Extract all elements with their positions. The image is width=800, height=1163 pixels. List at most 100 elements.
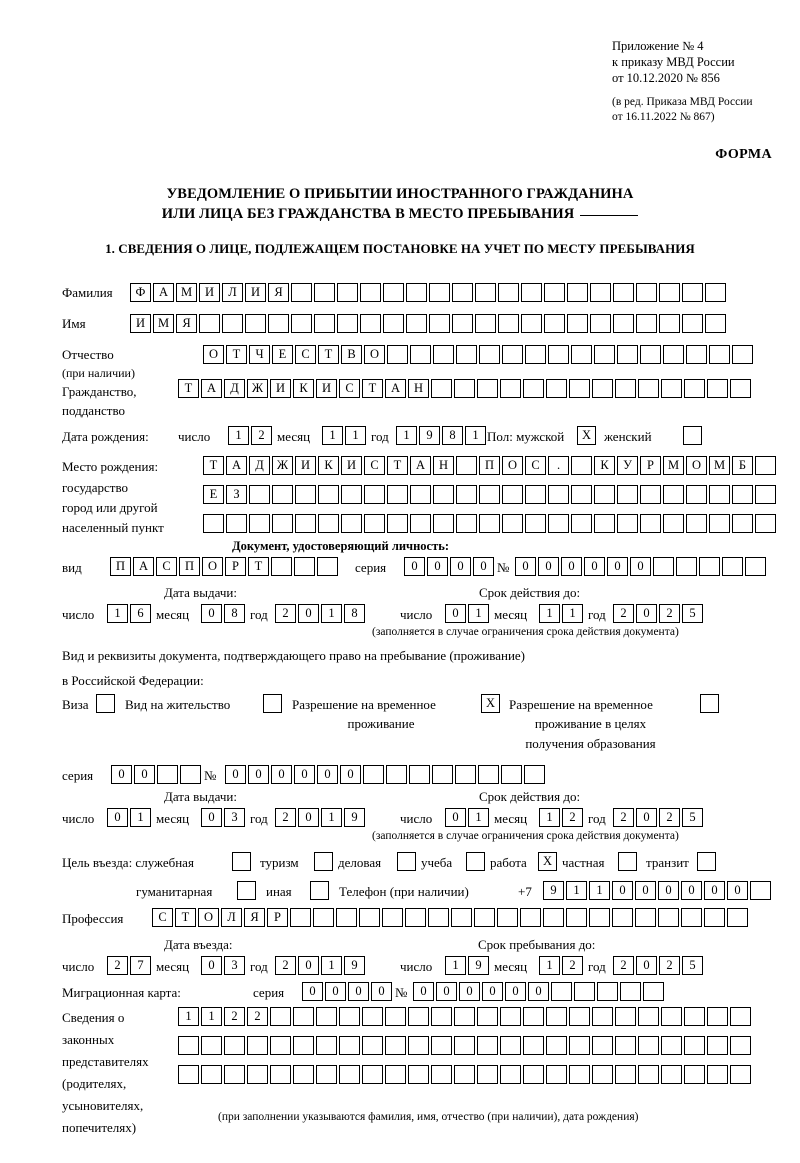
char-cell[interactable]: 0 <box>630 557 651 576</box>
char-cell[interactable] <box>636 314 657 333</box>
char-cell[interactable] <box>686 514 707 533</box>
char-cell[interactable] <box>755 514 776 533</box>
char-cell[interactable] <box>707 1007 728 1026</box>
char-cell[interactable] <box>341 514 362 533</box>
char-cell[interactable]: М <box>709 456 730 475</box>
char-cell[interactable] <box>567 283 588 302</box>
char-cell[interactable] <box>387 485 408 504</box>
char-cell[interactable] <box>548 514 569 533</box>
char-cell[interactable]: 2 <box>562 808 583 827</box>
char-cell[interactable] <box>705 283 726 302</box>
char-cell[interactable] <box>705 314 726 333</box>
char-cell[interactable] <box>432 765 453 784</box>
char-cell[interactable] <box>454 1007 475 1026</box>
char-cell[interactable]: 2 <box>613 604 634 623</box>
char-cell[interactable]: С <box>525 456 546 475</box>
char-cell[interactable] <box>456 456 477 475</box>
char-cell[interactable] <box>594 485 615 504</box>
char-cell[interactable] <box>638 1036 659 1055</box>
char-cell[interactable] <box>452 283 473 302</box>
char-cell[interactable] <box>498 283 519 302</box>
char-cell[interactable]: 1 <box>539 604 560 623</box>
char-cell[interactable]: А <box>201 379 222 398</box>
char-cell[interactable]: 0 <box>436 982 457 1001</box>
char-cell[interactable] <box>362 1036 383 1055</box>
char-cell[interactable] <box>180 765 201 784</box>
char-cell[interactable] <box>592 1007 613 1026</box>
char-cell[interactable]: А <box>410 456 431 475</box>
char-cell[interactable]: 1 <box>468 604 489 623</box>
birthplace-row-3[interactable] <box>203 514 778 533</box>
char-cell[interactable]: С <box>156 557 177 576</box>
char-cell[interactable]: Ж <box>272 456 293 475</box>
char-cell[interactable]: 0 <box>225 765 246 784</box>
char-cell[interactable]: О <box>198 908 219 927</box>
char-cell[interactable] <box>245 314 266 333</box>
char-cell[interactable] <box>548 345 569 364</box>
char-cell[interactable]: Р <box>267 908 288 927</box>
char-cell[interactable]: 2 <box>659 808 680 827</box>
char-cell[interactable] <box>613 314 634 333</box>
char-cell[interactable] <box>363 765 384 784</box>
char-cell[interactable] <box>663 345 684 364</box>
purpose-tourism-checkbox[interactable] <box>314 852 333 871</box>
char-cell[interactable] <box>661 1065 682 1084</box>
char-cell[interactable]: 0 <box>298 956 319 975</box>
char-cell[interactable] <box>385 1065 406 1084</box>
char-cell[interactable]: 0 <box>427 557 448 576</box>
char-cell[interactable] <box>612 908 633 927</box>
char-cell[interactable] <box>428 908 449 927</box>
char-cell[interactable] <box>385 1036 406 1055</box>
char-cell[interactable]: 0 <box>635 881 656 900</box>
char-cell[interactable]: 1 <box>589 881 610 900</box>
char-cell[interactable] <box>431 1036 452 1055</box>
char-cell[interactable] <box>318 485 339 504</box>
char-cell[interactable]: 0 <box>450 557 471 576</box>
char-cell[interactable]: 0 <box>201 956 222 975</box>
char-cell[interactable] <box>475 283 496 302</box>
char-cell[interactable]: 0 <box>515 557 536 576</box>
char-cell[interactable] <box>569 1007 590 1026</box>
char-cell[interactable]: 0 <box>317 765 338 784</box>
char-cell[interactable]: 1 <box>178 1007 199 1026</box>
char-cell[interactable] <box>566 908 587 927</box>
char-cell[interactable]: 9 <box>344 808 365 827</box>
char-cell[interactable]: Т <box>175 908 196 927</box>
char-cell[interactable]: О <box>364 345 385 364</box>
char-cell[interactable]: 1 <box>130 808 151 827</box>
char-cell[interactable] <box>727 908 748 927</box>
char-cell[interactable] <box>408 1007 429 1026</box>
char-cell[interactable]: Р <box>225 557 246 576</box>
char-cell[interactable]: 2 <box>251 426 272 445</box>
char-cell[interactable] <box>295 514 316 533</box>
char-cell[interactable] <box>270 1007 291 1026</box>
char-cell[interactable]: 8 <box>344 604 365 623</box>
char-cell[interactable] <box>224 1065 245 1084</box>
char-cell[interactable] <box>548 485 569 504</box>
char-cell[interactable] <box>336 908 357 927</box>
char-cell[interactable] <box>590 314 611 333</box>
char-cell[interactable]: А <box>153 283 174 302</box>
char-cell[interactable] <box>681 908 702 927</box>
char-cell[interactable] <box>383 314 404 333</box>
char-cell[interactable] <box>477 379 498 398</box>
char-cell[interactable] <box>272 514 293 533</box>
char-cell[interactable]: Т <box>178 379 199 398</box>
char-cell[interactable]: 1 <box>321 956 342 975</box>
char-cell[interactable]: Н <box>433 456 454 475</box>
char-cell[interactable] <box>479 514 500 533</box>
char-cell[interactable]: 2 <box>275 956 296 975</box>
char-cell[interactable] <box>722 557 743 576</box>
char-cell[interactable]: И <box>130 314 151 333</box>
char-cell[interactable]: . <box>548 456 569 475</box>
char-cell[interactable] <box>684 1007 705 1026</box>
char-cell[interactable] <box>707 379 728 398</box>
char-cell[interactable] <box>249 485 270 504</box>
